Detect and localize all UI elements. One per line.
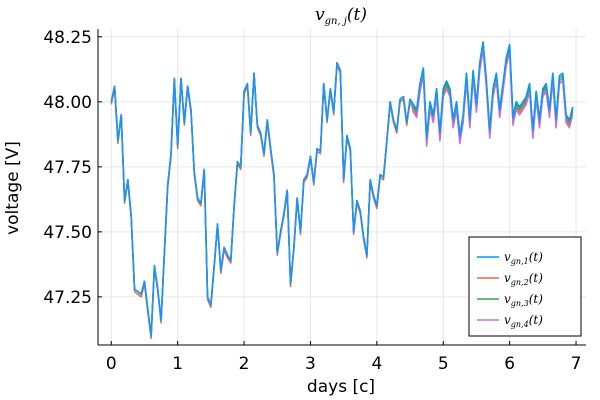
axes xyxy=(97,29,586,346)
legend: vgn,1(t)vgn,2(t)vgn,3(t)vgn,4(t) xyxy=(468,236,582,337)
x-tick-label-1: 1 xyxy=(172,354,183,374)
x-tick-label-7: 7 xyxy=(571,354,582,374)
chart-title: vgn, j(t) xyxy=(315,5,367,27)
x-tick-label-0: 0 xyxy=(106,354,117,374)
x-axis-label: days [c] xyxy=(307,377,375,397)
y-tick-label-1: 47.50 xyxy=(43,223,92,243)
y-tick-label-0: 47.25 xyxy=(43,288,92,308)
y-tick-label-4: 48.25 xyxy=(43,28,92,48)
y-ticks: 47.25 47.50 47.75 48.00 48.25 xyxy=(43,28,102,308)
x-tick-label-5: 5 xyxy=(438,354,449,374)
x-ticks: 0 1 2 3 4 5 6 7 xyxy=(106,341,582,374)
x-tick-label-3: 3 xyxy=(305,354,316,374)
y-tick-label-2: 47.75 xyxy=(43,158,92,178)
x-tick-label-4: 4 xyxy=(371,354,382,374)
y-tick-label-3: 48.00 xyxy=(43,93,92,113)
x-tick-label-2: 2 xyxy=(239,354,250,374)
y-axis-label: voltage [V] xyxy=(3,141,23,235)
series-layer xyxy=(110,41,574,340)
x-tick-label-6: 6 xyxy=(504,354,515,374)
series-line-1-overlay xyxy=(110,41,574,337)
